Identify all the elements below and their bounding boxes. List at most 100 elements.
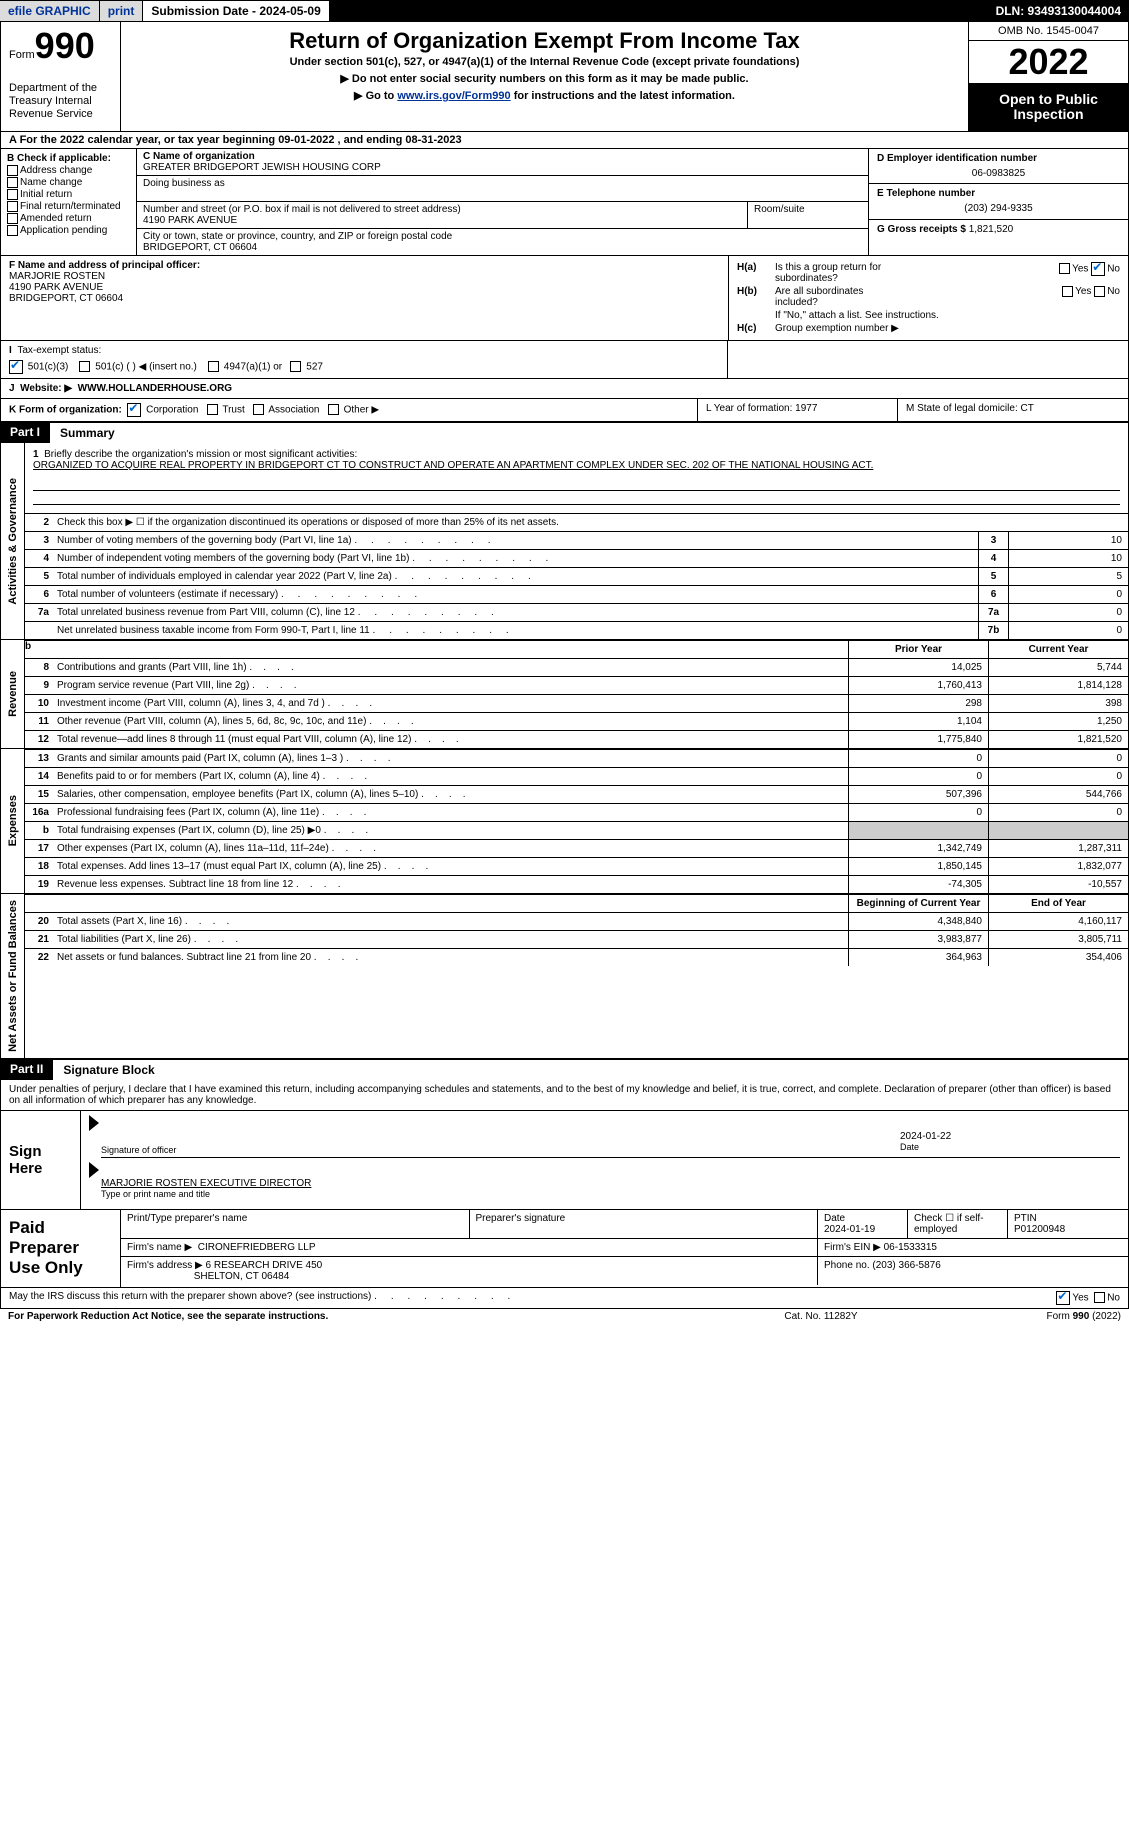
caret-icon <box>89 1115 99 1131</box>
section-bcd: B Check if applicable: Address change Na… <box>0 149 1129 256</box>
p1-gov-row: 6Total number of volunteers (estimate if… <box>25 585 1128 603</box>
officer-addr2: BRIDGEPORT, CT 06604 <box>9 293 720 304</box>
chk-final-return[interactable] <box>7 201 18 212</box>
part2-declaration: Under penalties of perjury, I declare th… <box>0 1080 1129 1111</box>
caret-icon <box>89 1162 99 1178</box>
ein-value: 06-0983825 <box>877 168 1120 179</box>
chk-4947[interactable] <box>208 361 219 372</box>
p1-row: 14Benefits paid to or for members (Part … <box>25 767 1128 785</box>
chk-corp[interactable] <box>127 403 141 417</box>
officer-addr1: 4190 PARK AVENUE <box>9 282 720 293</box>
irs-link[interactable]: www.irs.gov/Form990 <box>397 90 510 102</box>
section-h: H(a) Is this a group return forsubordina… <box>728 256 1128 340</box>
print-link[interactable]: print <box>100 1 144 21</box>
may-yes[interactable] <box>1056 1291 1070 1305</box>
top-bar: efile GRAPHIC print Submission Date - 20… <box>0 0 1129 21</box>
ha-yes[interactable] <box>1059 263 1070 274</box>
chk-trust[interactable] <box>207 404 218 415</box>
ptin: P01200948 <box>1014 1224 1122 1235</box>
p1-row: 12Total revenue—add lines 8 through 11 (… <box>25 730 1128 748</box>
chk-name-change[interactable] <box>7 177 18 188</box>
addr-street: 4190 PARK AVENUE <box>143 215 741 226</box>
may-irs-discuss: May the IRS discuss this return with the… <box>0 1288 1129 1309</box>
form-header: Form990 Department of the Treasury Inter… <box>0 21 1129 132</box>
row-a-tax-year: A For the 2022 calendar year, or tax yea… <box>0 132 1129 149</box>
side-revenue: Revenue <box>7 665 19 723</box>
officer-name: MARJORIE ROSTEN <box>9 271 720 282</box>
form-number: 990 <box>35 25 95 66</box>
hb-no[interactable] <box>1094 286 1105 297</box>
tax-year: 2022 <box>969 41 1128 84</box>
form-title: Return of Organization Exempt From Incom… <box>131 28 958 54</box>
section-deg: D Employer identification number 06-0983… <box>868 149 1128 255</box>
part1-netassets: Net Assets or Fund Balances Beginning of… <box>0 894 1129 1059</box>
submission-date: Submission Date - 2024-05-09 <box>143 1 329 21</box>
p1-row: 18Total expenses. Add lines 13–17 (must … <box>25 857 1128 875</box>
year-formation: L Year of formation: 1977 <box>698 399 898 421</box>
sign-here-label: Sign Here <box>1 1111 81 1209</box>
hb-yes[interactable] <box>1062 286 1073 297</box>
side-activities: Activities & Governance <box>7 472 19 611</box>
topbar-spacer <box>330 1 988 21</box>
section-b-label: B Check if applicable: <box>7 153 130 164</box>
org-name: GREATER BRIDGEPORT JEWISH HOUSING CORP <box>143 162 862 173</box>
sig-name: MARJORIE ROSTEN EXECUTIVE DIRECTOR <box>101 1178 1120 1189</box>
mission-text: ORGANIZED TO ACQUIRE REAL PROPERTY IN BR… <box>33 460 873 471</box>
dba-label: Doing business as <box>143 178 862 189</box>
chk-initial-return[interactable] <box>7 189 18 200</box>
efile-link[interactable]: efile GRAPHIC <box>0 1 100 21</box>
city-label: City or town, state or province, country… <box>143 231 862 242</box>
chk-app-pending[interactable] <box>7 225 18 236</box>
firm-name: CIRONEFRIEDBERG LLP <box>198 1242 316 1253</box>
side-expenses: Expenses <box>7 789 19 852</box>
p1-row: 8Contributions and grants (Part VIII, li… <box>25 658 1128 676</box>
p1-row: 9Program service revenue (Part VIII, lin… <box>25 676 1128 694</box>
sig-date: 2024-01-22 <box>900 1131 1120 1142</box>
section-i: I Tax-exempt status: 501(c)(3) 501(c) ( … <box>0 341 1129 379</box>
open-to-public: Open to Public Inspection <box>969 84 1128 131</box>
p1-gov-row: 4Number of independent voting members of… <box>25 549 1128 567</box>
part1-header: Part I Summary <box>0 422 1129 443</box>
gross-value: 1,821,520 <box>969 224 1014 235</box>
form-subtitle-1: Under section 501(c), 527, or 4947(a)(1)… <box>131 56 958 68</box>
may-no[interactable] <box>1094 1292 1105 1303</box>
p1-gov-row: 7aTotal unrelated business revenue from … <box>25 603 1128 621</box>
room-suite-label: Room/suite <box>748 202 868 228</box>
omb-number: OMB No. 1545-0047 <box>969 22 1128 41</box>
chk-address-change[interactable] <box>7 165 18 176</box>
chk-501c[interactable] <box>79 361 90 372</box>
p1-row: bTotal fundraising expenses (Part IX, co… <box>25 821 1128 839</box>
chk-other[interactable] <box>328 404 339 415</box>
p1-row: 15Salaries, other compensation, employee… <box>25 785 1128 803</box>
firm-ein: 06-1533315 <box>884 1242 937 1253</box>
p1-row: 11Other revenue (Part VIII, column (A), … <box>25 712 1128 730</box>
firm-addr1: 6 RESEARCH DRIVE 450 <box>206 1260 323 1271</box>
ha-no[interactable] <box>1091 262 1105 276</box>
form-word: Form <box>9 49 35 61</box>
section-c: C Name of organization GREATER BRIDGEPOR… <box>136 149 868 255</box>
city-val: BRIDGEPORT, CT 06604 <box>143 242 862 253</box>
gross-label: G Gross receipts $ <box>877 224 966 235</box>
chk-501c3[interactable] <box>9 360 23 374</box>
part2-header: Part II Signature Block <box>0 1059 1129 1080</box>
phone-label: E Telephone number <box>877 188 1120 199</box>
chk-amended[interactable] <box>7 213 18 224</box>
section-b: B Check if applicable: Address change Na… <box>1 149 136 255</box>
p1-gov-row: Net unrelated business taxable income fr… <box>25 621 1128 639</box>
ein-label: D Employer identification number <box>877 153 1120 164</box>
section-klm: K Form of organization: Corporation Trus… <box>0 399 1129 422</box>
phone-value: (203) 294-9335 <box>877 203 1120 214</box>
state-domicile: M State of legal domicile: CT <box>898 399 1128 421</box>
form-subtitle-2: ▶ Do not enter social security numbers o… <box>131 72 958 85</box>
p1-row: 16aProfessional fundraising fees (Part I… <box>25 803 1128 821</box>
firm-phone: (203) 366-5876 <box>872 1260 940 1271</box>
section-f: F Name and address of principal officer:… <box>1 256 728 340</box>
firm-addr2: SHELTON, CT 06484 <box>194 1271 290 1282</box>
p1-row: 13Grants and similar amounts paid (Part … <box>25 749 1128 767</box>
p1-row: 22Net assets or fund balances. Subtract … <box>25 948 1128 966</box>
chk-527[interactable] <box>290 361 301 372</box>
part1-expenses: Expenses 13Grants and similar amounts pa… <box>0 749 1129 894</box>
p1-gov-row: 3Number of voting members of the governi… <box>25 531 1128 549</box>
part1-revenue: Revenue bPrior YearCurrent Year 8Contrib… <box>0 640 1129 749</box>
chk-assoc[interactable] <box>253 404 264 415</box>
